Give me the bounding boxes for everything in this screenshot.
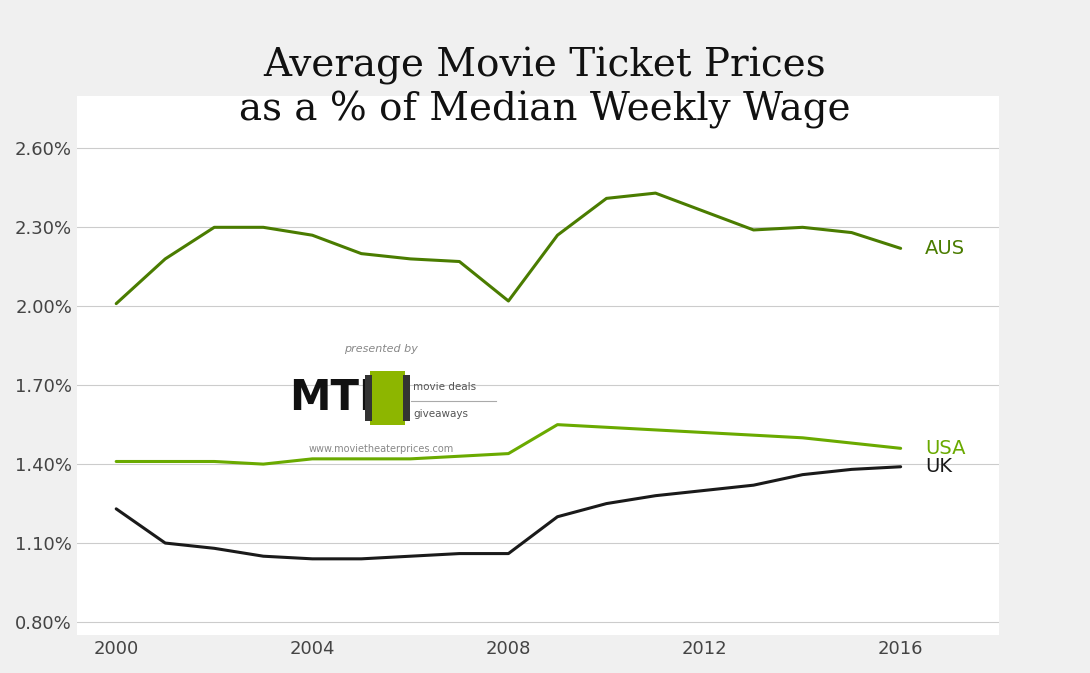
FancyBboxPatch shape bbox=[365, 375, 372, 394]
Text: Average Movie Ticket Prices
as a % of Median Weekly Wage: Average Movie Ticket Prices as a % of Me… bbox=[239, 47, 851, 129]
FancyBboxPatch shape bbox=[365, 388, 372, 408]
FancyBboxPatch shape bbox=[365, 402, 372, 421]
Text: presented by: presented by bbox=[344, 345, 419, 354]
Text: UK: UK bbox=[925, 457, 953, 476]
FancyBboxPatch shape bbox=[403, 375, 410, 394]
Text: movie deals: movie deals bbox=[413, 382, 476, 392]
FancyBboxPatch shape bbox=[403, 388, 410, 408]
Text: www.movietheaterprices.com: www.movietheaterprices.com bbox=[308, 444, 453, 454]
FancyBboxPatch shape bbox=[403, 402, 410, 421]
Text: MTP: MTP bbox=[289, 377, 390, 419]
Text: USA: USA bbox=[925, 439, 966, 458]
Text: AUS: AUS bbox=[925, 239, 966, 258]
Text: giveaways: giveaways bbox=[413, 409, 469, 419]
FancyBboxPatch shape bbox=[371, 371, 405, 425]
